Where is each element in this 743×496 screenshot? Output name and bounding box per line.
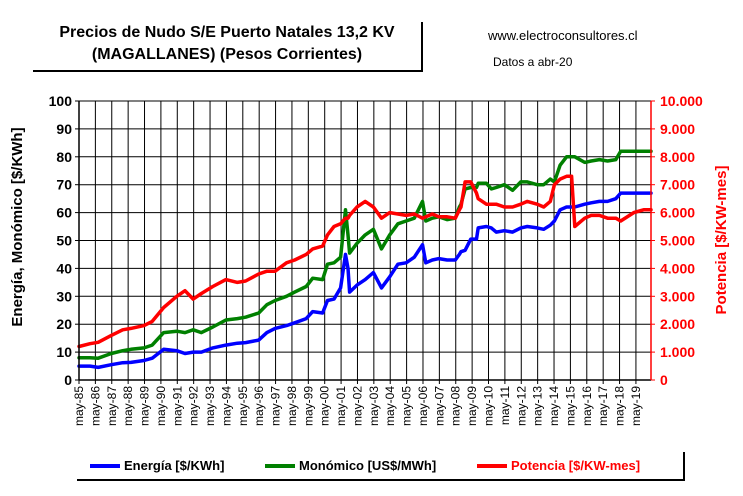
x-tick-label: may-95	[236, 386, 250, 426]
legend-label-monomico: Monómico [US$/MWh]	[299, 458, 437, 473]
x-tick-label: may-94	[219, 386, 233, 426]
x-tick-label: may-02	[350, 386, 364, 426]
x-tick-label: may-15	[563, 386, 577, 426]
x-tick-label: may-08	[449, 386, 463, 426]
y-axis-ticks: 0 10 20 30 40 50 60 70 80 90 100	[49, 93, 79, 388]
x-tick-label: may-05	[400, 386, 414, 426]
y2-tick-label: 0	[660, 372, 668, 388]
y-tick-label: 30	[56, 288, 72, 304]
x-tick-label: may-97	[269, 386, 283, 426]
x-tick-label: may-90	[154, 386, 168, 426]
y2-axis-ticks: 0 1.000 2.000 3.000 4.000 5.000 6.000 7.000 8.00…	[651, 93, 703, 388]
y-tick-label: 20	[56, 316, 72, 332]
legend-item-potencia: Potencia [$/KW-mes]	[477, 458, 640, 473]
y-tick-label: 70	[56, 177, 72, 193]
x-tick-label: may-09	[465, 386, 479, 426]
series-line-monomico	[77, 149, 653, 360]
y2-tick-label: 9.000	[660, 121, 695, 137]
x-tick-label: may-14	[547, 386, 561, 426]
y-axis-label: Energía, Monómico [$/KWh]	[9, 127, 26, 326]
x-tick-label: may-98	[285, 386, 299, 426]
y-tick-label: 100	[49, 93, 73, 109]
x-tick-label: may-17	[596, 386, 610, 426]
y2-tick-label: 10.000	[660, 93, 703, 109]
x-tick-label: may-93	[203, 386, 217, 426]
x-tick-label: may-99	[301, 386, 315, 426]
x-axis-ticks: may-85 may-86 may-87 may-88 may-89 may-90 may-…	[72, 380, 643, 426]
x-tick-label: may-88	[121, 386, 135, 426]
x-tick-label: may-03	[367, 386, 381, 426]
x-tick-label: may-06	[416, 386, 430, 426]
x-tick-label: may-16	[580, 386, 594, 426]
x-tick-label: may-07	[432, 386, 446, 426]
legend-label-energia: Energía [$/KWh]	[124, 458, 225, 473]
x-tick-label: may-12	[514, 386, 528, 426]
legend-swatch-potencia	[477, 463, 507, 468]
x-tick-label: may-89	[138, 386, 152, 426]
chart-title-line1: Precios de Nudo S/E Puerto Natales 13,2 …	[59, 24, 395, 41]
legend-swatch-energia	[90, 463, 120, 468]
x-tick-label: may-87	[105, 386, 119, 426]
x-tick-label: may-85	[72, 386, 86, 426]
legend-item-monomico: Monómico [US$/MWh]	[265, 458, 436, 473]
y2-tick-label: 5.000	[660, 233, 695, 249]
x-tick-label: may-13	[531, 386, 545, 426]
y-tick-label: 80	[56, 149, 72, 165]
chart-title-line2: (MAGALLANES) (Pesos Corrientes)	[91, 46, 363, 63]
x-tick-label: may-92	[187, 386, 201, 426]
x-tick-label: may-19	[629, 386, 643, 426]
x-tick-label: may-86	[88, 386, 102, 426]
data-date-label: Datos a abr-20	[493, 55, 573, 69]
legend-item-energia: Energía [$/KWh]	[90, 458, 224, 473]
series-line-potencia	[77, 174, 653, 349]
series-line-energia	[77, 191, 653, 370]
x-tick-label: may-10	[482, 386, 496, 426]
x-tick-label: may-04	[383, 386, 397, 426]
y-tick-label: 50	[56, 233, 72, 249]
chart-legend: Energía [$/KWh] Monómico [US$/MWh] Poten…	[77, 452, 685, 481]
y2-tick-label: 4.000	[660, 260, 695, 276]
y-tick-label: 90	[56, 121, 72, 137]
y2-tick-label: 2.000	[660, 316, 695, 332]
y2-tick-label: 6.000	[660, 205, 695, 221]
y2-tick-label: 7.000	[660, 177, 695, 193]
y2-tick-label: 1.000	[660, 344, 695, 360]
x-tick-label: may-96	[252, 386, 266, 426]
legend-label-potencia: Potencia [$/KW-mes]	[511, 458, 641, 473]
y2-tick-label: 3.000	[660, 288, 695, 304]
y-tick-label: 60	[56, 205, 72, 221]
y2-tick-label: 8.000	[660, 149, 695, 165]
y-tick-label: 40	[56, 260, 72, 276]
x-tick-label: may-01	[334, 386, 348, 426]
chart-title-box: Precios de Nudo S/E Puerto Natales 13,2 …	[33, 22, 423, 72]
y-tick-label: 0	[64, 372, 72, 388]
y-tick-label: 10	[56, 344, 72, 360]
x-tick-label: may-91	[170, 386, 184, 426]
chart-grid	[79, 100, 651, 380]
legend-swatch-monomico	[265, 463, 295, 468]
website-label: www.electroconsultores.cl	[488, 28, 638, 43]
series-layer	[77, 149, 653, 370]
x-tick-label: may-00	[318, 386, 332, 426]
x-tick-label: may-11	[498, 386, 512, 425]
x-tick-label: may-18	[613, 386, 627, 426]
y2-axis-label: Potencia [$/KW-mes]	[713, 166, 730, 315]
